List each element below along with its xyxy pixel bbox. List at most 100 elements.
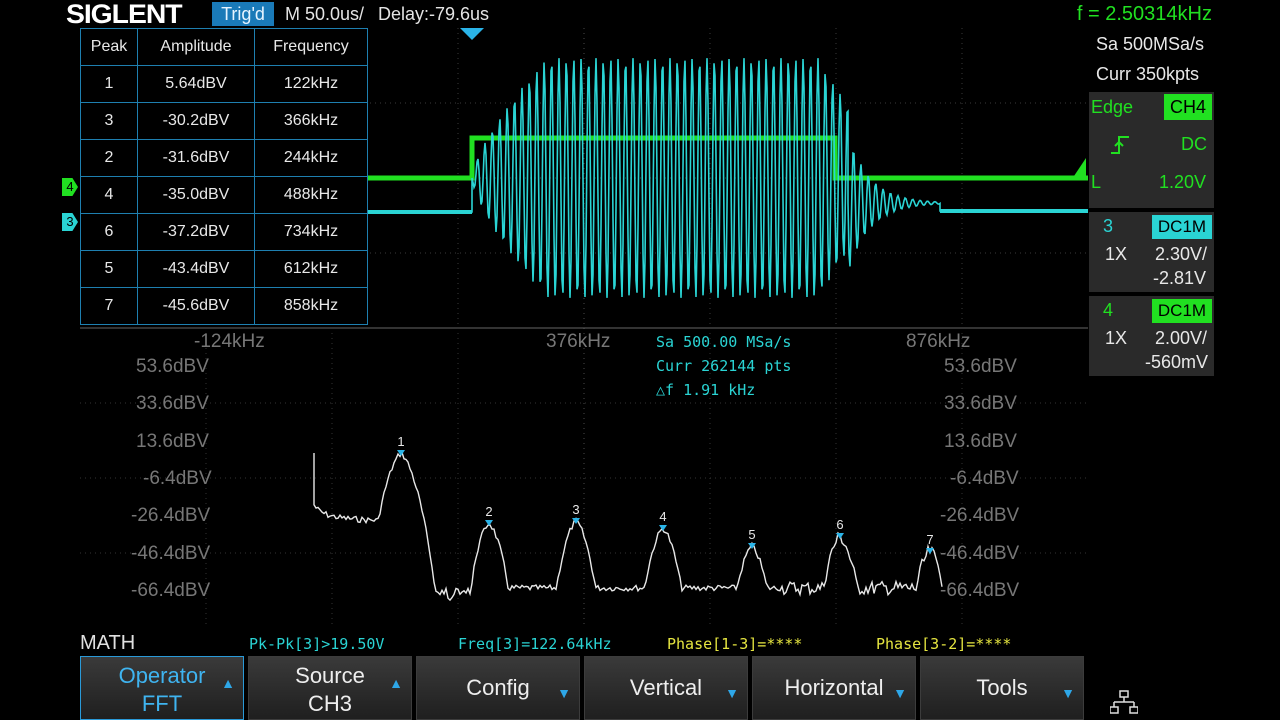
peak-cell: 1 [80,65,138,103]
ch3-offset-marker[interactable]: 3 [62,213,78,231]
chevron-down-icon: ▼ [557,685,571,701]
timebase-readout[interactable]: M 50.0us/ [285,4,365,24]
fft-y-label-left: -6.4dBV [143,468,212,489]
frequency-cell: 488kHz [254,176,368,214]
softkey-label: Tools [976,675,1028,700]
fft-x-label: 876kHz [906,331,971,352]
ch4-coupling-badge: DC1M [1152,299,1212,323]
peak-cell: 4 [80,176,138,214]
table-row: 4 -35.0dBV 488kHz [80,176,368,214]
math-label: MATH [80,632,136,654]
ch3-number: 3 [1103,216,1114,236]
tools-softkey[interactable]: Tools ▼ [920,656,1084,720]
fft-peak-label: 7 [926,532,933,547]
fft-y-label-left: -66.4dBV [131,580,211,601]
ch4-probe: 1X [1105,328,1128,348]
amplitude-cell: -31.6dBV [137,139,255,177]
ch3-info-panel[interactable]: 3 DC1M 1X 2.30V/ -2.81V [1089,212,1214,292]
table-row: 6 -37.2dBV 734kHz [80,213,368,251]
fft-peak-label: 2 [485,504,492,519]
table-row: 2 -31.6dBV 244kHz [80,139,368,177]
fft-peak-marker [397,450,405,456]
fft-spectrum-trace [313,450,943,602]
brand-logo: SIGLENT [66,0,183,29]
frequency-cell: 122kHz [254,65,368,103]
trigger-source-badge: CH4 [1164,94,1212,120]
horizontal-softkey[interactable]: Horizontal ▼ [752,656,916,720]
config-softkey[interactable]: Config ▼ [416,656,580,720]
softkey-label: Source [295,663,365,688]
peak-cell: 2 [80,139,138,177]
ch3-coupling-badge: DC1M [1152,215,1212,239]
trigger-level: 1.20V [1159,172,1207,192]
frequency-cell: 366kHz [254,102,368,140]
peak-col-header: Peak [80,28,138,66]
frequency-col-header: Frequency [254,28,368,66]
softkey-label: Vertical [629,675,703,700]
measurement-pkpk: Pk-Pk[3]>19.50V [249,635,385,653]
delay-readout[interactable]: Delay:-79.6us [378,4,490,24]
amplitude-cell: -30.2dBV [137,102,255,140]
fft-y-label-right: -6.4dBV [950,468,1019,489]
frequency-cell: 734kHz [254,213,368,251]
frequency-counter: f = 2.50314kHz [1076,3,1212,25]
softkey-value: CH3 [307,691,352,716]
peak-cell: 3 [80,102,138,140]
amplitude-cell: -37.2dBV [137,213,255,251]
measurement-phase-3-2: Phase[3-2]=**** [876,635,1012,653]
table-row: 5 -43.4dBV 612kHz [80,250,368,288]
vertical-softkey[interactable]: Vertical ▼ [584,656,748,720]
softkey-value: FFT [141,691,183,716]
ch3-offset: -2.81V [1153,268,1207,288]
chevron-down-icon: ▼ [1061,685,1075,701]
trigger-level-marker[interactable] [1074,158,1086,176]
ch4-offset-marker[interactable]: 4 [62,178,78,196]
fft-peak-label: 4 [659,509,666,524]
softkey-label: Config [466,675,530,700]
fft-y-label-left: 33.6dBV [136,393,209,414]
measurement-freq: Freq[3]=122.64kHz [458,635,612,653]
softkey-bar: Operator FFT ▲ Source CH3 ▲ Config ▼ Ver… [80,656,1214,720]
fft-peak-marker [926,548,934,554]
fft-info-block: Sa 500.00 MSa/s Curr 262144 pts △f 1.91 … [656,330,791,402]
amplitude-cell: -43.4dBV [137,250,255,288]
fft-y-label-right: -66.4dBV [940,580,1020,601]
fft-y-label-right: 13.6dBV [944,431,1017,452]
fft-y-label-left: 53.6dBV [136,356,209,377]
ch4-scale: 2.00V/ [1155,328,1208,348]
fft-points: Curr 262144 pts [656,357,792,375]
fft-y-label-right: -46.4dBV [940,543,1020,564]
softkey-label: Operator [118,663,206,688]
fft-x-label: -124kHz [194,331,265,352]
fft-peak-table: Peak Amplitude Frequency 1 5.64dBV 122kHz … [80,28,368,325]
ch4-offset: -560mV [1145,352,1209,372]
table-row: 3 -30.2dBV 366kHz [80,102,368,140]
amplitude-cell: 5.64dBV [137,65,255,103]
trigger-info-panel[interactable]: Edge CH4 DC L 1.20V [1089,92,1214,208]
operator-softkey[interactable]: Operator FFT ▲ [80,656,244,720]
network-status[interactable] [1090,656,1214,720]
ch3-probe: 1X [1105,244,1128,264]
network-icon [1110,690,1138,714]
ch3-scale: 2.30V/ [1155,244,1208,264]
rising-edge-icon [1111,136,1129,154]
peak-table-header: Peak Amplitude Frequency [80,28,368,66]
fft-y-label-right: -26.4dBV [940,505,1020,526]
trigger-position-marker[interactable] [460,28,484,40]
frequency-cell: 612kHz [254,250,368,288]
chevron-up-icon: ▲ [389,675,403,691]
fft-peak-label: 6 [836,517,843,532]
peak-cell: 7 [80,287,138,325]
chevron-up-icon: ▲ [221,675,235,691]
fft-peak-marker [659,525,667,531]
fft-sample-rate: Sa 500.00 MSa/s [656,333,792,351]
chevron-down-icon: ▼ [725,685,739,701]
frequency-cell: 858kHz [254,287,368,325]
amplitude-col-header: Amplitude [137,28,255,66]
top-status-bar: SIGLENT Trig'd M 50.0us/ Delay:-79.6us f… [0,0,1280,28]
memory-depth-readout: Curr 350kpts [1096,64,1200,84]
ch4-info-panel[interactable]: 4 DC1M 1X 2.00V/ -560mV [1089,296,1214,376]
fft-peak-label: 5 [748,527,755,542]
source-softkey[interactable]: Source CH3 ▲ [248,656,412,720]
trigger-type: Edge [1091,97,1134,117]
